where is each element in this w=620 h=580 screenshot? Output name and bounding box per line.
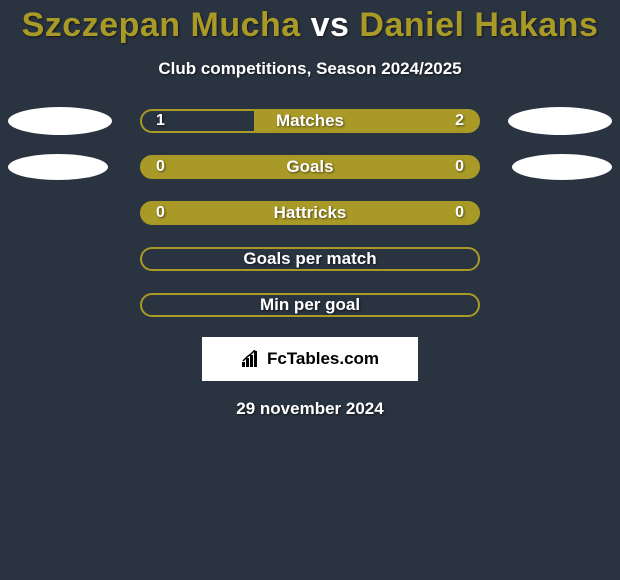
stat-value-right: 0 xyxy=(455,158,464,176)
stat-value-right: 2 xyxy=(455,112,464,130)
oval-icon xyxy=(508,107,612,135)
title-player2: Daniel Hakans xyxy=(359,6,598,44)
stat-value-right: 0 xyxy=(455,204,464,222)
page-title: Szczepan Mucha vs Daniel Hakans xyxy=(0,0,620,45)
stat-value-left: 0 xyxy=(156,204,165,222)
stat-row: Hattricks 0 0 xyxy=(0,201,620,225)
stat-bar: Min per goal xyxy=(140,293,480,317)
stat-value-left: 1 xyxy=(156,112,165,130)
stat-bar: Goals per match xyxy=(140,247,480,271)
stat-bar: Goals 0 0 xyxy=(140,155,480,179)
stat-label: Goals per match xyxy=(243,249,376,269)
stat-rows: Matches 1 2 Goals 0 0 Hattricks 0 0 Goals per mat… xyxy=(0,109,620,317)
title-vs: vs xyxy=(311,6,350,44)
bar-chart-icon xyxy=(241,350,261,368)
oval-icon xyxy=(8,107,112,135)
stat-value-left: 0 xyxy=(156,158,165,176)
oval-icon xyxy=(8,154,108,180)
stat-bar: Matches 1 2 xyxy=(140,109,480,133)
logo-text: FcTables.com xyxy=(267,349,379,369)
stat-label: Hattricks xyxy=(274,203,347,223)
title-player1: Szczepan Mucha xyxy=(22,6,301,44)
subtitle: Club competitions, Season 2024/2025 xyxy=(0,59,620,79)
oval-icon xyxy=(512,154,612,180)
stat-bar: Hattricks 0 0 xyxy=(140,201,480,225)
stat-label: Goals xyxy=(286,157,333,177)
stat-row: Goals per match xyxy=(0,247,620,271)
stat-row: Min per goal xyxy=(0,293,620,317)
logo-box: FcTables.com xyxy=(202,337,418,381)
stat-row: Matches 1 2 xyxy=(0,109,620,133)
stat-label: Matches xyxy=(276,111,344,131)
date-text: 29 november 2024 xyxy=(0,399,620,419)
stat-row: Goals 0 0 xyxy=(0,155,620,179)
stat-label: Min per goal xyxy=(260,295,360,315)
